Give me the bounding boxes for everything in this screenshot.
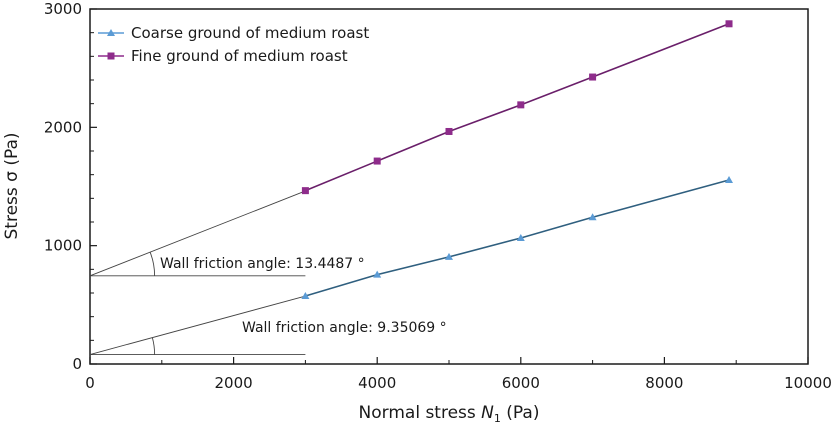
angle-label-fine: Wall friction angle: 13.4487 ° <box>160 256 365 272</box>
legend: Coarse ground of medium roast Fine groun… <box>98 24 369 65</box>
data-point-coarse <box>725 175 734 183</box>
angle-annotations <box>89 190 306 355</box>
data-point-fine <box>373 157 381 165</box>
angle-arc <box>149 251 156 276</box>
data-point-fine <box>589 73 597 81</box>
data-series <box>301 20 734 299</box>
data-point-fine <box>725 20 733 28</box>
y-tick-label: 1000 <box>44 237 82 255</box>
x-tick-label: 2000 <box>215 374 253 392</box>
data-point-coarse <box>445 252 453 260</box>
angle-arc <box>151 337 156 355</box>
y-tick-label: 3000 <box>44 0 82 18</box>
y-tick-label: 2000 <box>44 118 82 136</box>
x-axis-title: Normal stress N1 (Pa) <box>359 403 540 425</box>
y-axis-title: Stress σ (Pa) <box>2 133 22 240</box>
x-tick-label: 0 <box>85 374 95 392</box>
y-tick-label: 0 <box>72 355 82 373</box>
x-axis-ticks: 0 2000 4000 6000 8000 10000 <box>85 357 832 392</box>
extension-line <box>89 295 306 355</box>
series-line <box>305 179 730 297</box>
extension-line <box>89 190 306 277</box>
legend-marker-coarse <box>107 29 115 36</box>
x-tick-label: 4000 <box>358 374 396 392</box>
data-point-coarse <box>516 233 525 241</box>
x-tick-label: 8000 <box>645 374 683 392</box>
legend-marker-fine <box>107 52 115 60</box>
data-point-fine <box>445 127 453 135</box>
angle-label-coarse: Wall friction angle: 9.35069 ° <box>242 320 447 336</box>
data-point-fine <box>517 101 525 109</box>
data-point-coarse <box>373 270 382 278</box>
series-line <box>305 23 730 192</box>
data-point-coarse <box>301 291 310 299</box>
legend-label-fine: Fine ground of medium roast <box>131 47 348 65</box>
x-tick-label: 10000 <box>784 374 832 392</box>
data-point-coarse <box>588 213 597 221</box>
data-point-fine <box>301 187 309 195</box>
x-tick-label: 6000 <box>502 374 540 392</box>
y-axis-ticks: 0 1000 2000 3000 <box>44 0 97 373</box>
legend-label-coarse: Coarse ground of medium roast <box>131 24 369 42</box>
